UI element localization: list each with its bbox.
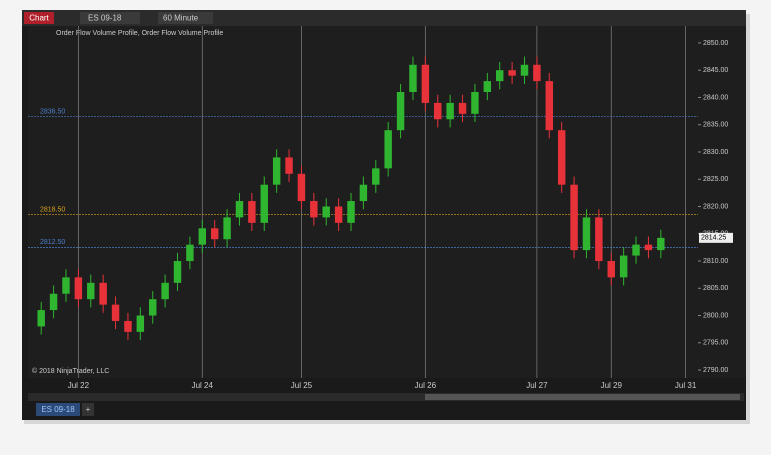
tab-label: ES 09-18: [41, 405, 75, 414]
candle-body: [434, 102, 442, 120]
add-tab[interactable]: [82, 403, 94, 416]
candle-body: [607, 261, 615, 278]
candle-body: [310, 201, 318, 218]
candle-body: [372, 168, 380, 185]
chart-button[interactable]: [24, 12, 54, 24]
candle-body: [496, 70, 504, 82]
y-tick-label: 2810.00: [703, 258, 728, 265]
y-tick-label: 2820.00: [703, 203, 728, 210]
scrollbar[interactable]: [28, 393, 744, 401]
candle-body: [99, 282, 107, 305]
candle-body: [235, 201, 244, 218]
candle-body: [210, 228, 219, 240]
x-tick-label: Jul 29: [601, 381, 623, 390]
scroll-thumb[interactable]: [425, 394, 740, 400]
candle-body: [570, 184, 578, 251]
x-tick-label: Jul 22: [68, 381, 90, 390]
candle-body: [111, 304, 120, 321]
candle-body: [173, 261, 182, 283]
x-tick-label: Jul 31: [675, 381, 697, 390]
y-tick-label: 2840.00: [703, 94, 728, 101]
y-tick-label: 2790.00: [703, 367, 728, 374]
add-tab-label: +: [86, 405, 91, 414]
candle-body: [545, 81, 554, 131]
candle-body: [322, 206, 330, 218]
candle-body: [483, 81, 492, 93]
y-tick-label: 2795.00: [703, 340, 728, 347]
last-price-box: [699, 232, 733, 243]
candle-body: [421, 64, 430, 103]
candle-body: [533, 64, 541, 82]
candle-body: [223, 217, 231, 240]
y-tick-label: 2830.00: [703, 149, 728, 156]
y-tick-label: 2800.00: [703, 312, 728, 319]
candle-body: [471, 92, 479, 114]
candle-body: [285, 157, 293, 174]
interval-select[interactable]: [158, 12, 213, 24]
candle-body: [644, 244, 653, 251]
candle-body: [595, 217, 603, 262]
copyright: © 2018 NinjaTrader, LLC: [32, 367, 109, 375]
indicator-label: Order Flow Volume Profile, Order Flow Vo…: [56, 30, 223, 37]
y-tick-label: 2845.00: [703, 67, 728, 74]
x-tick-label: Jul 25: [291, 381, 313, 390]
price-axis: [698, 26, 746, 378]
x-tick-label: Jul 24: [192, 381, 214, 390]
y-tick-label: 2850.00: [703, 40, 728, 47]
price-line-label: 2836.50: [40, 108, 65, 115]
candle-body: [62, 277, 70, 294]
candle-body: [334, 206, 343, 223]
candle-body: [359, 184, 368, 202]
candle-body: [198, 228, 207, 245]
candle-body: [161, 282, 169, 300]
candle-body: [74, 277, 83, 300]
candle-body: [87, 282, 95, 300]
candle-body: [272, 157, 281, 185]
candle-body: [396, 92, 405, 131]
price-line-label: 2818.50: [40, 207, 65, 214]
candle-body: [619, 255, 628, 278]
instrument: ES 09-18: [88, 14, 122, 23]
candle-body: [37, 310, 45, 327]
candle-body: [446, 102, 454, 120]
candle-body: [124, 320, 132, 332]
candle-body: [149, 299, 157, 316]
x-tick-label: Jul 27: [526, 381, 548, 390]
chart-title: Chart: [29, 14, 49, 23]
candle-body: [49, 293, 58, 311]
price-line-label: 2812.50: [40, 239, 65, 246]
tab[interactable]: [36, 403, 80, 416]
y-tick-label: 2835.00: [703, 122, 728, 129]
candle-body: [248, 201, 256, 223]
candle-body: [260, 184, 268, 223]
candle-body: [458, 102, 467, 114]
candle-body: [582, 217, 591, 251]
candle-body: [136, 315, 145, 332]
y-tick-label: 2825.00: [703, 176, 728, 183]
candle-body: [297, 173, 306, 202]
candle-body: [632, 244, 640, 256]
candle-body: [520, 64, 529, 76]
x-tick-label: Jul 26: [415, 381, 437, 390]
candle-body: [186, 244, 194, 262]
interval: 60 Minute: [163, 14, 199, 23]
last-price: 2814.25: [701, 235, 726, 242]
candle-body: [508, 70, 516, 76]
candle-body: [657, 237, 665, 251]
candle-body: [409, 64, 417, 93]
y-tick-label: 2805.00: [703, 285, 728, 292]
candle-body: [557, 130, 566, 185]
candle-body: [384, 130, 392, 169]
instrument-select[interactable]: [80, 12, 140, 24]
candle-body: [347, 201, 355, 223]
